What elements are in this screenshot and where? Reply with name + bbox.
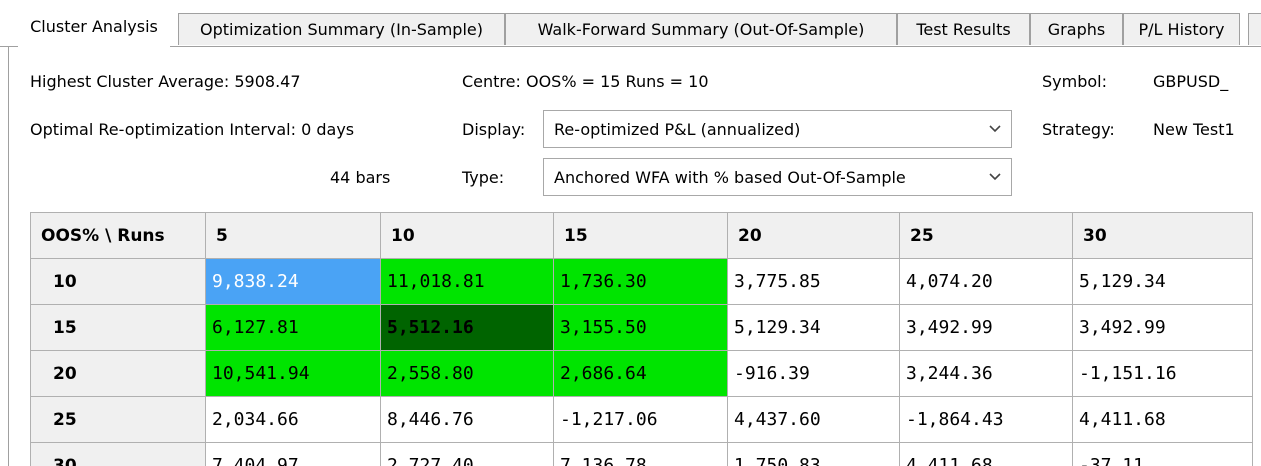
cell[interactable]: 2,686.64 <box>553 350 728 397</box>
symbol: GBPUSD_ <box>1153 72 1229 91</box>
cell[interactable]: 6,127.81 <box>205 304 381 351</box>
row-header: 25 <box>30 396 206 443</box>
cluster-table: OOS% \ Runs 5 10 15 20 25 30 10 9,838.24 11,018.8… <box>30 212 1253 466</box>
cell[interactable]: 2,034.66 <box>205 396 381 443</box>
type-label: Type: <box>462 168 505 187</box>
row-header: 10 <box>30 258 206 305</box>
cell[interactable]: -916.39 <box>727 350 900 397</box>
column-header[interactable]: 5 <box>205 212 381 259</box>
table-row: 20 10,541.94 2,558.80 2,686.64 -916.39 3,244.… <box>30 350 1253 397</box>
cell[interactable]: 4,437.60 <box>727 396 900 443</box>
chevron <box>989 125 1001 133</box>
frame-border <box>8 46 9 466</box>
cell[interactable]: 3,775.85 <box>727 258 900 305</box>
table-row: 10 9,838.24 11,018.81 1,736.30 3,775.85 4,074… <box>30 258 1253 305</box>
row-header: 30 <box>30 442 206 466</box>
column-header[interactable]: 30 <box>1072 212 1253 259</box>
tab-edge <box>1248 13 1261 45</box>
cell[interactable]: 3,492.99 <box>899 304 1073 351</box>
header-row: OOS% \ Runs 5 10 15 20 25 30 <box>30 212 1253 259</box>
cell[interactable]: 3,244.36 <box>899 350 1073 397</box>
cell[interactable]: 4,411.68 <box>899 442 1073 466</box>
table-row: 15 6,127.81 5,512.16 3,155.50 5,129.34 3,492.… <box>30 304 1253 351</box>
cell[interactable]: 3,155.50 <box>553 304 728 351</box>
strategy: New Test1 <box>1153 120 1235 139</box>
interval: Optimal Re-optimization Interval: 0 days <box>30 120 355 139</box>
cell[interactable]: 10,541.94 <box>205 350 381 397</box>
cell[interactable]: 4,074.20 <box>899 258 1073 305</box>
tab[interactable]: Walk-Forward Summary (Out-Of-Sample) <box>505 13 897 45</box>
tab[interactable]: Optimization Summary (In-Sample) <box>178 13 505 45</box>
tab[interactable]: Cluster Analysis <box>18 10 170 47</box>
tab[interactable]: Test Results <box>897 13 1030 45</box>
cell[interactable]: 5,129.34 <box>727 304 900 351</box>
cell[interactable]: 7,404.97 <box>205 442 381 466</box>
column-header[interactable]: 25 <box>899 212 1073 259</box>
cell[interactable]: 1,736.30 <box>553 258 728 305</box>
strategy-label: Strategy: <box>1042 120 1115 139</box>
cell[interactable]: -1,151.16 <box>1072 350 1253 397</box>
cell[interactable]: -1,864.43 <box>899 396 1073 443</box>
cell[interactable]: 7,136.78 <box>553 442 728 466</box>
centre: Centre: OOS% = 15 Runs = 10 <box>462 72 709 91</box>
type-value: Anchored WFA with % based Out-Of-Sample <box>554 168 906 187</box>
cell[interactable]: -1,217.06 <box>553 396 728 443</box>
cell[interactable]: 4,411.68 <box>1072 396 1253 443</box>
cell[interactable]: 2,727.40 <box>380 442 554 466</box>
cell[interactable]: 9,838.24 <box>205 258 381 305</box>
cell[interactable]: 1,750.83 <box>727 442 900 466</box>
type-select[interactable]: Anchored WFA with % based Out-Of-Sample <box>543 158 1012 196</box>
cell[interactable]: 2,558.80 <box>380 350 554 397</box>
cell[interactable]: 5,512.16 <box>380 304 554 351</box>
column-header[interactable]: 10 <box>380 212 554 259</box>
column-header[interactable]: OOS% \ Runs <box>30 212 206 259</box>
row-header: 15 <box>30 304 206 351</box>
display-label: Display: <box>462 120 526 139</box>
bars: 44 bars <box>330 168 391 187</box>
cell[interactable]: 3,492.99 <box>1072 304 1253 351</box>
display-value: Re-optimized P&L (annualized) <box>554 120 801 139</box>
column-header[interactable]: 20 <box>727 212 900 259</box>
display-select[interactable]: Re-optimized P&L (annualized) <box>543 110 1012 148</box>
row-header: 20 <box>30 350 206 397</box>
table-row: 25 2,034.66 8,446.76 -1,217.06 4,437.60 -1,86… <box>30 396 1253 443</box>
tab[interactable]: Graphs <box>1030 13 1123 45</box>
tab[interactable]: P/L History <box>1123 13 1240 45</box>
column-header[interactable]: 15 <box>553 212 728 259</box>
chevron <box>989 173 1001 181</box>
cell[interactable]: 11,018.81 <box>380 258 554 305</box>
cell[interactable]: 5,129.34 <box>1072 258 1253 305</box>
highest-cluster: Highest Cluster Average: 5908.47 <box>30 72 301 91</box>
cell[interactable]: -37.11 <box>1072 442 1253 466</box>
table-row: 30 7,404.97 2,727.40 7,136.78 1,750.83 4,411.… <box>30 442 1253 466</box>
cell[interactable]: 8,446.76 <box>380 396 554 443</box>
tab-bar: Cluster Analysis Optimization Summary (In… <box>0 10 1261 47</box>
symbol-label: Symbol: <box>1042 72 1107 91</box>
